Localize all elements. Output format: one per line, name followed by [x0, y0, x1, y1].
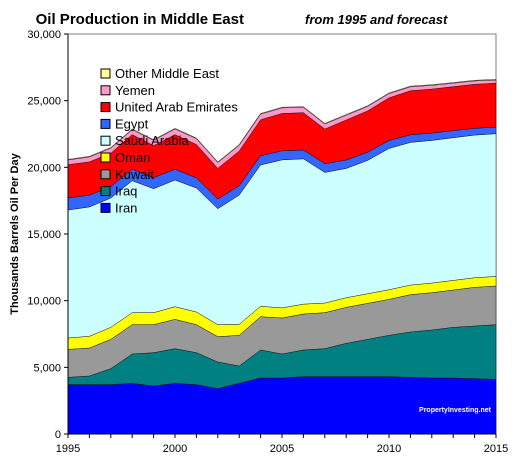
legend-label-saudi-arabia: Saudi Arabia [115, 133, 189, 148]
legend-label-yemen: Yemen [115, 83, 155, 98]
watermark: PropertyInvesting.net [419, 407, 492, 414]
legend-label-united-arab-emirates: United Arab Emirates [115, 100, 238, 115]
legend-swatch-other-middle-east [100, 68, 111, 79]
y-tick-label: 20,000 [27, 162, 61, 174]
x-tick-label: 2015 [484, 443, 508, 455]
chart-subtitle: from 1995 and forecast [305, 12, 448, 27]
legend-label-kuwait: Kuwait [115, 167, 154, 182]
legend-label-iran: Iran [115, 200, 137, 215]
legend-swatch-saudi-arabia [100, 135, 111, 146]
legend-swatch-yemen [100, 85, 111, 96]
chart-title: Oil Production in Middle East [36, 11, 244, 28]
x-tick-label: 2010 [377, 443, 401, 455]
y-tick-label: 15,000 [27, 229, 61, 241]
y-tick-label: 25,000 [27, 96, 61, 108]
axes-group [64, 33, 497, 438]
legend: Other Middle East Yemen United Arab Emirat… [100, 66, 238, 215]
legend-swatch-iran [100, 202, 111, 213]
area-other-middle-east [67, 79, 497, 163]
legend-swatch-united-arab-emirates [100, 102, 111, 113]
area-iran [67, 376, 497, 435]
x-tick-label: 2000 [163, 443, 187, 455]
legend-swatch-kuwait [100, 169, 111, 180]
legend-label-egypt: Egypt [115, 116, 149, 131]
y-tick-label: 0 [55, 429, 61, 441]
legend-label-iraq: Iraq [115, 184, 137, 199]
legend-swatch-iraq [100, 186, 111, 197]
legend-label-other-middle-east: Other Middle East [115, 66, 219, 81]
x-tick-label: 1995 [56, 443, 80, 455]
legend-label-oman: Oman [115, 150, 150, 165]
legend-swatch-oman [100, 152, 111, 163]
area-series-group [67, 79, 497, 435]
tick-labels-group: 0 5,000 10,000 15,000 20,000 25,000 30,000 1995… [27, 29, 508, 455]
x-tick-label: 2005 [270, 443, 294, 455]
y-axis-title: Thousands Barrels Oil Per Day [9, 152, 21, 314]
legend-swatch-egypt [100, 118, 111, 129]
y-tick-label: 5,000 [33, 362, 61, 374]
y-tick-label: 10,000 [27, 296, 61, 308]
y-tick-label: 30,000 [27, 29, 61, 41]
